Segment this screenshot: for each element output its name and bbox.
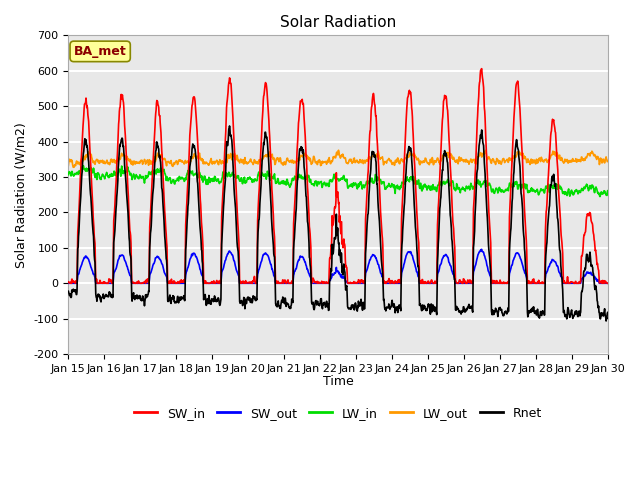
Line: LW_in: LW_in (68, 166, 607, 196)
LW_in (79, 163, 87, 168)
LW_in (172, 178, 179, 183)
Line: SW_out: SW_out (68, 250, 607, 283)
SW_in (536, 280, 543, 286)
SW_in (604, 280, 611, 286)
LW_out (493, 156, 500, 161)
LW_out (540, 157, 548, 163)
LW_out (185, 160, 193, 166)
Rnet (602, 318, 610, 324)
LW_out (69, 165, 77, 170)
Rnet (172, 300, 179, 306)
LW_in (540, 188, 548, 194)
SW_out (245, 280, 253, 286)
Legend: SW_in, SW_out, LW_in, LW_out, Rnet: SW_in, SW_out, LW_in, LW_out, Rnet (129, 402, 547, 425)
SW_in (172, 280, 179, 286)
SW_in (422, 279, 429, 285)
LW_in (422, 183, 429, 189)
SW_in (245, 280, 253, 286)
SW_in (184, 172, 192, 178)
LW_out (172, 159, 179, 165)
LW_in (493, 186, 500, 192)
SW_out (172, 280, 179, 286)
SW_out (422, 280, 429, 286)
SW_in (65, 279, 72, 285)
Y-axis label: Solar Radiation (W/m2): Solar Radiation (W/m2) (15, 122, 28, 267)
Rnet (184, 201, 192, 206)
LW_out (604, 159, 611, 165)
SW_in (540, 279, 548, 285)
LW_in (245, 175, 253, 181)
Text: BA_met: BA_met (74, 45, 127, 58)
LW_in (604, 188, 611, 193)
Rnet (245, 296, 253, 301)
SW_out (493, 280, 500, 286)
SW_out (477, 247, 485, 252)
Rnet (540, 310, 548, 315)
LW_out (422, 157, 430, 163)
Line: LW_out: LW_out (68, 150, 607, 168)
Rnet (604, 310, 611, 315)
SW_out (540, 280, 548, 286)
Rnet (422, 307, 429, 313)
SW_in (493, 279, 500, 285)
LW_in (65, 172, 72, 178)
Title: Solar Radiation: Solar Radiation (280, 15, 396, 30)
SW_out (184, 264, 192, 269)
LW_out (65, 163, 72, 168)
Rnet (226, 123, 234, 129)
Rnet (65, 288, 72, 294)
Line: Rnet: Rnet (68, 126, 607, 321)
X-axis label: Time: Time (323, 375, 353, 388)
SW_out (604, 280, 611, 286)
SW_out (524, 280, 531, 286)
LW_in (185, 171, 193, 177)
Line: SW_in: SW_in (68, 69, 607, 283)
SW_in (478, 66, 486, 72)
SW_out (65, 280, 72, 286)
LW_out (245, 159, 253, 165)
LW_out (335, 147, 342, 153)
Rnet (493, 307, 500, 313)
LW_in (596, 193, 604, 199)
